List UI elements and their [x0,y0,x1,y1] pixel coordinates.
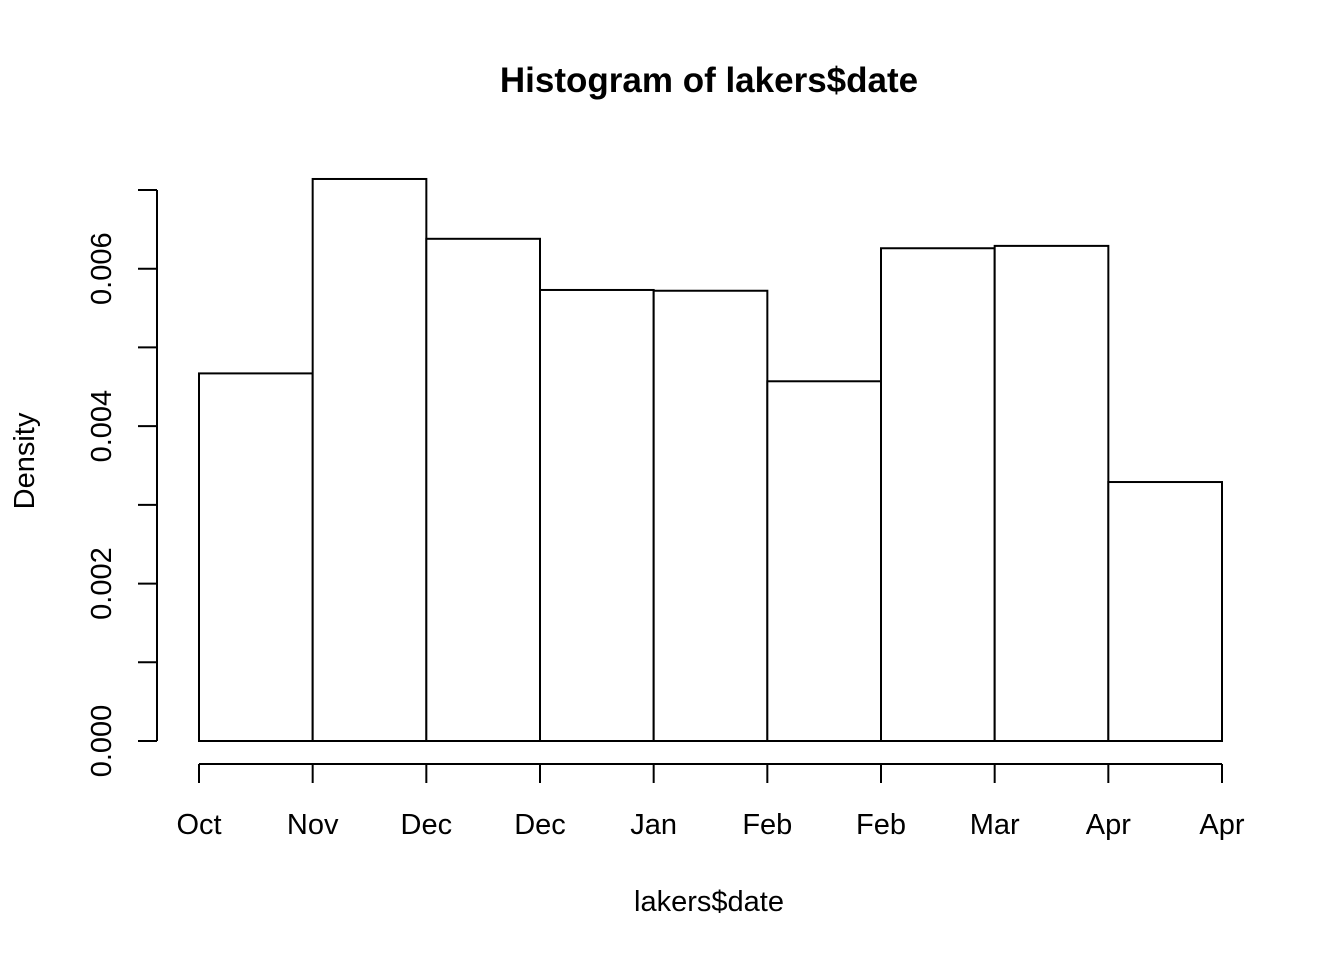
bars-group [198,177,1223,743]
x-tick-label: Dec [401,809,453,841]
y-tick-label: 0.004 [86,390,118,463]
y-tick-label: 0.002 [86,547,118,620]
x-axis: Oct Nov Dec Dec Jan Feb Feb Mar Apr Apr [176,763,1245,841]
x-tick-label: Apr [1086,809,1131,841]
x-tick-label: Jan [630,809,677,841]
x-tick-label: Feb [856,809,906,841]
histogram-bar [652,289,769,742]
x-tick-label: Dec [514,809,566,841]
x-tick-label: Mar [970,809,1020,841]
y-axis-label: Density [9,412,41,509]
x-tick-label: Nov [287,809,339,841]
y-axis: 0.000 0.002 0.004 0.006 [86,189,158,778]
chart-title: Histogram of lakers$date [500,61,918,100]
y-tick-label: 0.006 [86,232,118,305]
x-tick-label: Apr [1199,809,1244,841]
histogram-bar [198,372,314,742]
x-tick-label: Oct [176,809,221,841]
x-tick-label: Feb [742,809,792,841]
histogram-bar [766,380,883,742]
histogram-bar [993,244,1110,742]
histogram-bar [1107,481,1223,742]
histogram-bar [311,177,428,743]
y-tick-label: 0.000 [86,705,118,778]
histogram-bar [425,237,541,743]
x-axis-label: lakers$date [634,886,784,918]
histogram-bar [880,247,996,742]
histogram-bar [539,288,655,742]
